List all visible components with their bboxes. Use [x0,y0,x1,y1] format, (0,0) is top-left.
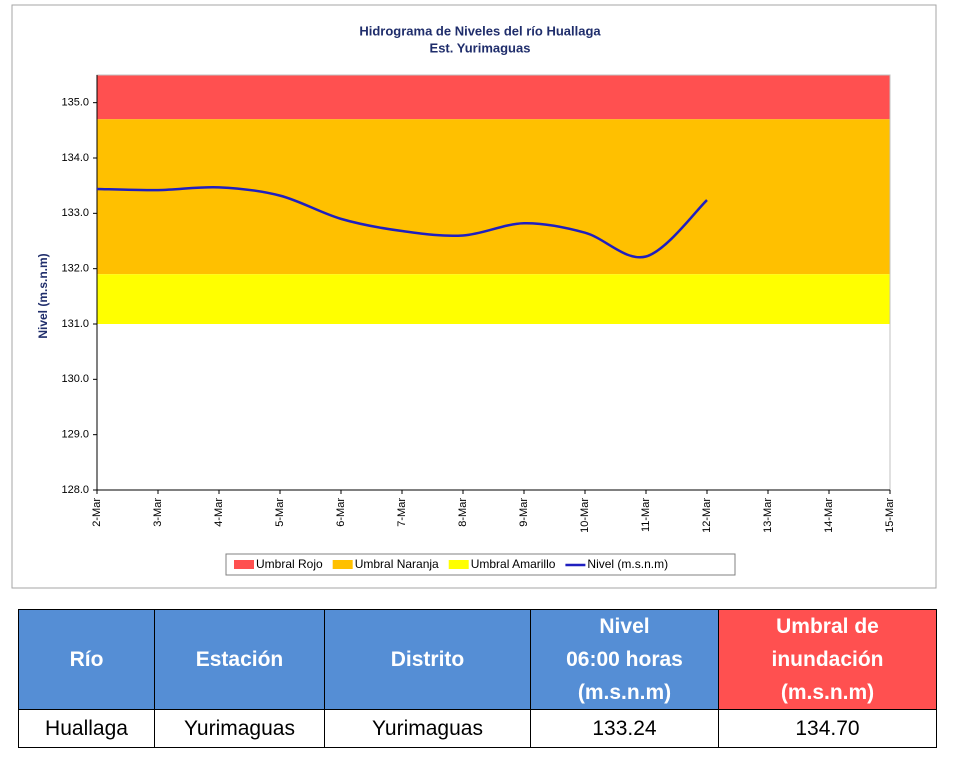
data-cell: Yurimaguas [154,709,325,748]
y-tick-label: 129.0 [61,429,89,441]
header-cell: Distrito [324,609,531,710]
threshold-band [97,119,890,275]
legend-label: Umbral Amarillo [471,557,556,571]
header-cell: Umbral de inundación (m.s.n.m) [718,609,937,710]
data-cell: 133.24 [530,709,719,748]
y-axis-label: Nivel (m.s.n.m) [36,253,50,338]
y-tick-label: 135.0 [61,97,89,109]
legend-label: Umbral Naranja [355,557,439,571]
x-tick-label: 9-Mar [518,498,530,527]
legend [225,553,736,576]
header-row: Río Estación Distrito Nivel 06:00 horas (m.… [18,609,937,710]
x-tick-label: 5-Mar [274,498,286,527]
data-cell: 134.70 [718,709,937,748]
y-tick-label: 131.0 [61,318,89,330]
y-tick-label: 130.0 [61,373,89,385]
x-tick-label: 8-Mar [457,498,469,527]
chart-subtitle: Est. Yurimaguas [430,40,531,55]
y-tick-label: 132.0 [61,263,89,275]
data-cell: Yurimaguas [324,709,531,748]
header-cell: Nivel 06:00 horas (m.s.n.m) [530,609,719,710]
legend-label: Nivel (m.s.n.m) [587,557,668,571]
series-line [96,185,708,259]
x-tick-label: 15-Mar [884,498,896,533]
y-tick-label: 133.0 [61,207,89,219]
header-cell: Río [18,609,155,710]
data-table: Río Estación Distrito Nivel 06:00 horas (m.… [18,609,937,748]
x-tick-label: 13-Mar [762,498,774,533]
data-cell: Huallaga [18,709,155,748]
threshold-band [97,75,890,120]
x-tick-label: 6-Mar [335,498,347,527]
chart-title: Hidrograma de Niveles del río Huallaga [359,23,601,38]
y-tick-label: 134.0 [61,152,89,164]
header-cell: Estación [154,609,325,710]
x-tick-label: 3-Mar [152,498,164,527]
legend-swatch [448,560,469,569]
threshold-band [97,274,890,324]
legend-swatch [234,560,254,569]
legend-label: Umbral Rojo [256,557,323,571]
x-tick-label: 12-Mar [701,498,713,533]
x-tick-label: 2-Mar [91,498,103,527]
x-tick-label: 7-Mar [396,498,408,527]
x-tick-label: 10-Mar [579,498,591,533]
x-tick-label: 4-Mar [213,498,225,527]
legend-swatch [332,560,353,569]
x-tick-label: 11-Mar [640,498,652,532]
y-tick-label: 128.0 [61,484,89,496]
x-tick-label: 14-Mar [823,498,835,533]
data-row: Huallaga Yurimaguas Yurimaguas 133.24 134.70 [18,709,937,748]
chart: Hidrograma de Niveles del río Huallaga E… [11,4,937,589]
